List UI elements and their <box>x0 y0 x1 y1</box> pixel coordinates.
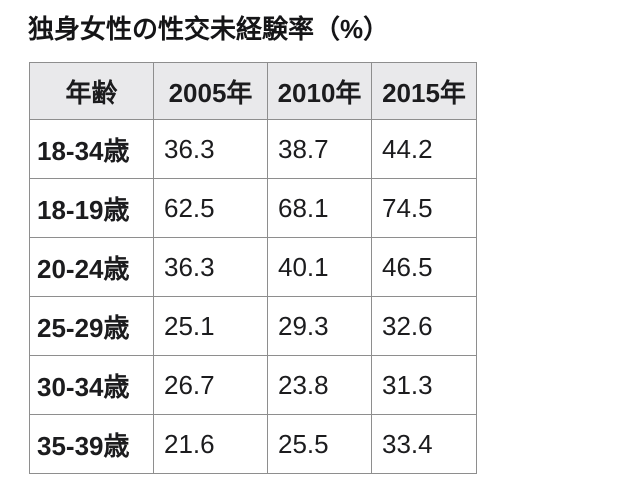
column-header-2015: 2015年 <box>371 62 477 120</box>
table-row: 18-34歳 36.3 38.7 44.2 <box>29 119 477 179</box>
table-cell: 33.4 <box>371 414 477 474</box>
table-cell: 46.5 <box>371 237 477 297</box>
row-label: 30-34歳 <box>29 355 154 415</box>
table-cell: 36.3 <box>153 119 268 179</box>
table-cell: 25.5 <box>267 414 372 474</box>
table-cell: 40.1 <box>267 237 372 297</box>
table-cell: 29.3 <box>267 296 372 356</box>
table-row: 20-24歳 36.3 40.1 46.5 <box>29 237 477 297</box>
table-cell: 44.2 <box>371 119 477 179</box>
page-title: 独身女性の性交未経験率（%） <box>28 14 390 44</box>
table-header: 年齢 2005年 2010年 2015年 <box>29 62 477 120</box>
header-row: 年齢 2005年 2010年 2015年 <box>29 62 477 120</box>
row-label: 18-19歳 <box>29 178 154 238</box>
table-cell: 21.6 <box>153 414 268 474</box>
data-table: 年齢 2005年 2010年 2015年 18-34歳 36.3 38.7 44… <box>29 62 477 474</box>
table-row: 35-39歳 21.6 25.5 33.4 <box>29 414 477 474</box>
table-row: 30-34歳 26.7 23.8 31.3 <box>29 355 477 415</box>
table-cell: 74.5 <box>371 178 477 238</box>
row-label: 18-34歳 <box>29 119 154 179</box>
table-cell: 31.3 <box>371 355 477 415</box>
table-row: 25-29歳 25.1 29.3 32.6 <box>29 296 477 356</box>
row-label: 20-24歳 <box>29 237 154 297</box>
table-row: 18-19歳 62.5 68.1 74.5 <box>29 178 477 238</box>
table-body: 18-34歳 36.3 38.7 44.2 18-19歳 62.5 68.1 7… <box>29 119 477 474</box>
table-cell: 36.3 <box>153 237 268 297</box>
column-header-age: 年齢 <box>29 62 154 120</box>
table-cell: 26.7 <box>153 355 268 415</box>
table-cell: 25.1 <box>153 296 268 356</box>
table-cell: 62.5 <box>153 178 268 238</box>
table-cell: 23.8 <box>267 355 372 415</box>
column-header-2005: 2005年 <box>153 62 268 120</box>
column-header-2010: 2010年 <box>267 62 372 120</box>
row-label: 25-29歳 <box>29 296 154 356</box>
table-cell: 38.7 <box>267 119 372 179</box>
table-cell: 32.6 <box>371 296 477 356</box>
table-cell: 68.1 <box>267 178 372 238</box>
row-label: 35-39歳 <box>29 414 154 474</box>
